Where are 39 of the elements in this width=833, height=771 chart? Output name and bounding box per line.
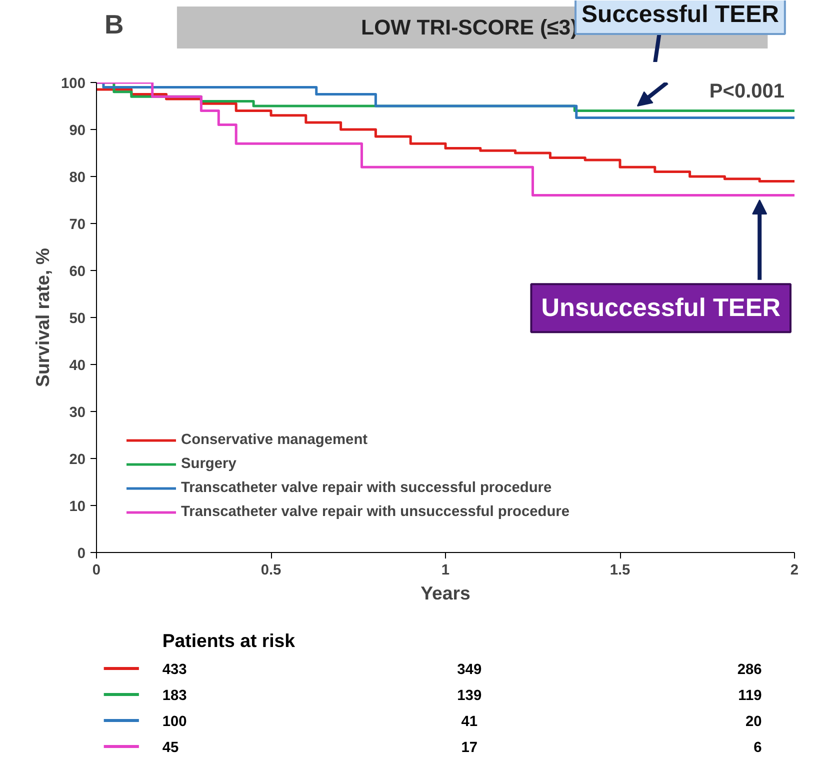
y-tick-label: 70 — [69, 217, 86, 233]
y-tick-label: 80 — [69, 170, 86, 186]
legend-label: Transcatheter valve repair with unsuccessful procedure — [181, 504, 570, 520]
y-tick-label: 60 — [69, 264, 86, 280]
text: Successful TEER — [582, 1, 779, 28]
y-tick-label: 40 — [69, 358, 86, 374]
y-tick-label: 50 — [69, 311, 86, 327]
y-axis-title: Survival rate, % — [32, 248, 54, 387]
annotation: P<0.001 — [709, 80, 785, 102]
y-tick-label: 0 — [77, 546, 86, 562]
text: 433 — [162, 662, 187, 678]
text: 45 — [162, 740, 179, 756]
text: 183 — [162, 688, 187, 704]
y-tick-label: 20 — [69, 452, 86, 468]
text: 286 — [737, 662, 762, 678]
text: Patients at risk — [162, 630, 296, 651]
legend-label: Conservative management — [181, 432, 368, 448]
x-axis-title: Years — [420, 582, 470, 604]
x-tick-label: 2 — [790, 562, 799, 578]
y-tick-label: 90 — [69, 123, 86, 139]
text: 41 — [461, 714, 478, 730]
text: 20 — [746, 714, 762, 730]
text: 100 — [162, 714, 187, 730]
x-tick-label: 0 — [92, 562, 101, 578]
text: 349 — [457, 662, 482, 678]
text: 6 — [754, 740, 762, 756]
x-tick-label: 1.5 — [610, 562, 630, 578]
x-tick-label: 0.5 — [260, 562, 282, 578]
text: 139 — [457, 688, 482, 704]
annotation: Unsuccessful TEER — [541, 294, 781, 322]
legend-label: Surgery — [181, 456, 236, 472]
y-tick-label: 30 — [69, 405, 86, 421]
text: 17 — [461, 740, 478, 756]
text: B — [104, 10, 124, 40]
legend-label: Transcatheter valve repair with successful procedure — [181, 480, 552, 496]
y-tick-label: 100 — [61, 76, 86, 92]
y-tick-label: 10 — [69, 499, 86, 515]
x-tick-label: 1 — [441, 562, 450, 578]
text: 119 — [738, 688, 762, 704]
